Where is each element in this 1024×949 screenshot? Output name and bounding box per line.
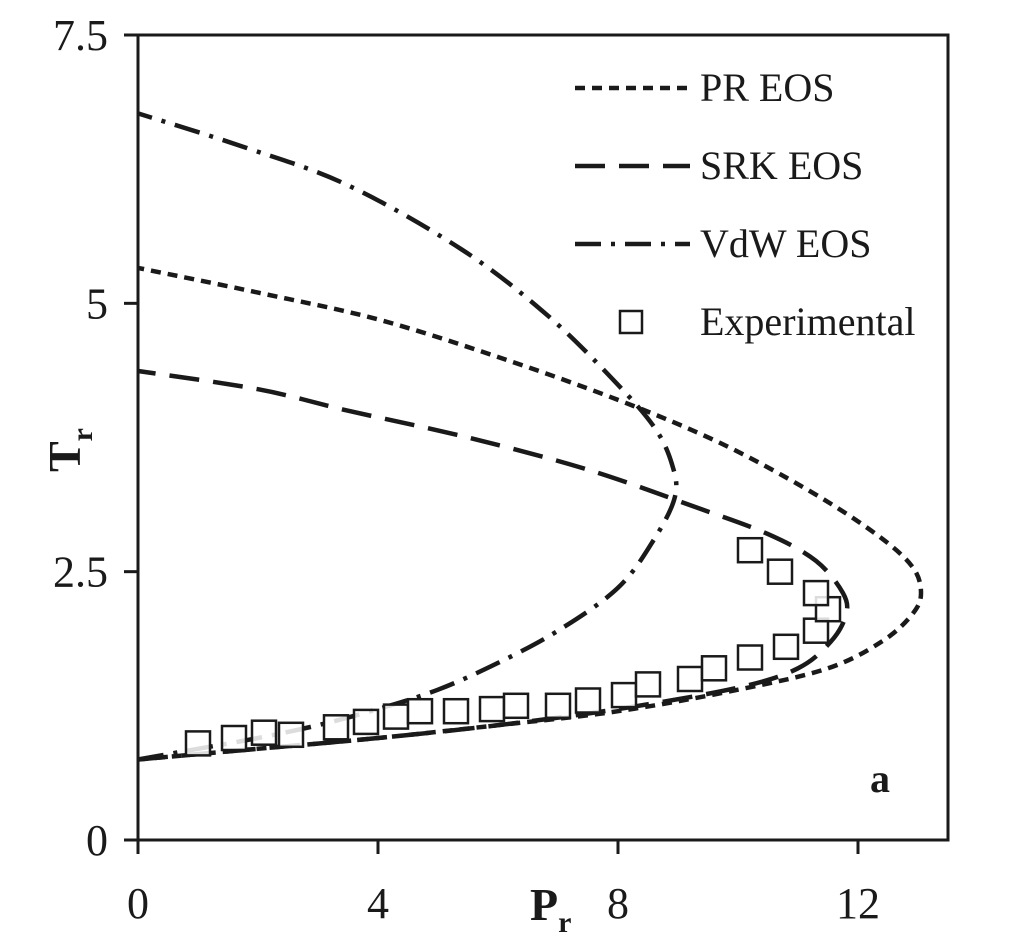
- experimental-point: [676, 665, 704, 693]
- x-axis-ticks: 0 4 8 12: [127, 840, 880, 928]
- experimental-point: [382, 703, 410, 730]
- experimental-point: [574, 687, 602, 714]
- experimental-point: [442, 697, 470, 725]
- y-axis-label-group: Tr: [39, 428, 99, 472]
- experimental-point: [184, 730, 212, 757]
- experimental-point: [802, 579, 830, 607]
- legend-label-srk-eos: SRK EOS: [700, 143, 863, 188]
- legend: PR EOS SRK EOS VdW EOS Experimental: [575, 65, 915, 344]
- plot-frame: [136, 33, 950, 842]
- experimental-point: [736, 644, 764, 671]
- legend-swatch-experimental: [618, 309, 644, 335]
- y-tick-label: 0: [86, 816, 108, 865]
- legend-label-experimental: Experimental: [700, 299, 915, 344]
- experimental-point: [766, 558, 794, 585]
- x-tick-label: 8: [607, 879, 629, 928]
- y-axis-label: Tr: [39, 428, 99, 472]
- y-tick-label: 7.5: [53, 11, 108, 60]
- series-line-srk-eos: [137, 368, 850, 762]
- series-line-vdw-eos: [137, 111, 679, 762]
- experimental-point: [772, 633, 800, 661]
- x-tick-label: 4: [367, 879, 389, 928]
- experimental-point: [277, 721, 305, 749]
- x-tick-label: 0: [127, 879, 149, 928]
- legend-label-pr-eos: PR EOS: [700, 65, 835, 110]
- plot-area-border: [136, 33, 950, 842]
- experimental-point: [406, 697, 434, 725]
- experimental-point: [478, 695, 506, 723]
- experimental-point: [700, 655, 728, 682]
- x-tick-label: 12: [836, 879, 880, 928]
- experimental-point: [352, 708, 380, 736]
- markers-layer: [184, 536, 842, 757]
- series-line-pr-eos: [137, 265, 924, 762]
- y-tick-label: 2.5: [53, 548, 108, 597]
- experimental-point: [322, 714, 350, 741]
- experimental-point: [634, 671, 662, 698]
- experimental-point: [736, 536, 764, 564]
- x-axis-label: Pr: [530, 879, 571, 939]
- experimental-point: [544, 692, 572, 720]
- panel-label: a: [870, 756, 890, 801]
- legend-label-vdw-eos: VdW EOS: [700, 221, 871, 266]
- experimental-point: [220, 724, 248, 752]
- y-axis-ticks: 0 2.5 5 7.5: [53, 11, 138, 865]
- experimental-point: [502, 692, 530, 720]
- curves-layer: [137, 111, 924, 762]
- experimental-point: [610, 681, 638, 709]
- y-tick-label: 5: [86, 279, 108, 328]
- experimental-point: [250, 719, 278, 746]
